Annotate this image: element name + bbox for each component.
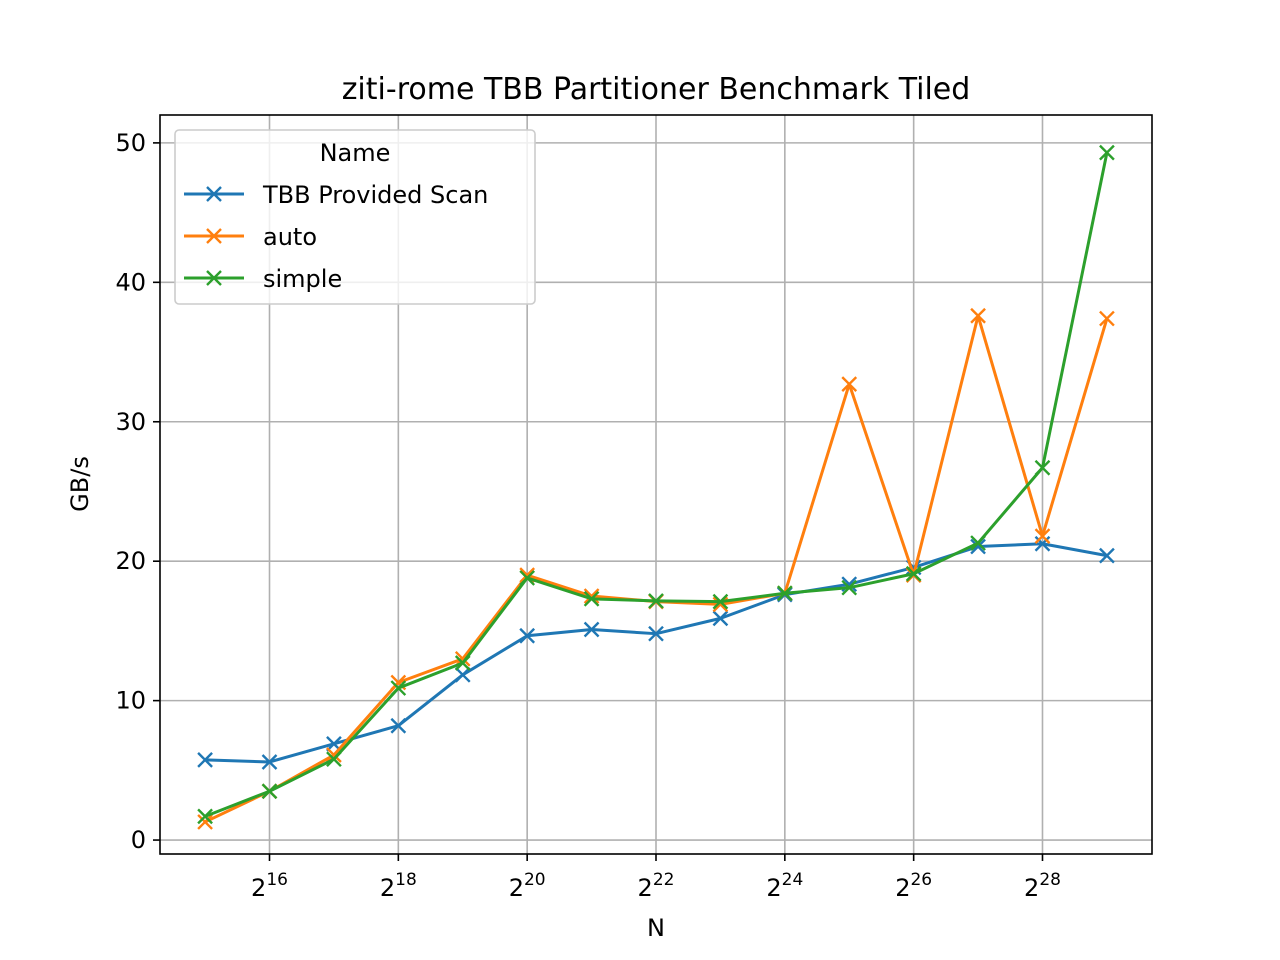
- data-point: [970, 535, 986, 551]
- legend-item: auto: [184, 223, 317, 251]
- x-tick-base: 2: [380, 874, 395, 902]
- x-tick-exponent: 22: [653, 870, 675, 890]
- data-point: [197, 808, 213, 825]
- x-tick-label: 224: [766, 870, 803, 902]
- y-tick-label: 0: [131, 826, 146, 854]
- data-point: [648, 593, 664, 609]
- x-tick-label: 220: [509, 870, 546, 902]
- legend-item: simple: [184, 265, 342, 293]
- data-point: [1034, 528, 1051, 544]
- y-tick-label: 50: [115, 129, 146, 157]
- data-point: [326, 751, 342, 768]
- data-point: [390, 717, 407, 734]
- x-tick-exponent: 20: [524, 870, 546, 890]
- data-point: [519, 627, 536, 644]
- x-tick-exponent: 24: [782, 870, 804, 890]
- legend-label: auto: [263, 223, 317, 251]
- data-point: [1099, 144, 1115, 161]
- legend-label: simple: [263, 265, 342, 293]
- data-point: [454, 655, 471, 671]
- data-point: [841, 579, 858, 596]
- x-tick-base: 2: [638, 874, 653, 902]
- data-point: [841, 376, 858, 392]
- series-simple: [197, 144, 1115, 825]
- x-tick-base: 2: [895, 874, 910, 902]
- legend-marker: [206, 228, 222, 244]
- x-axis-label: N: [647, 914, 665, 942]
- data-point: [326, 747, 342, 763]
- x-tick-base: 2: [251, 874, 266, 902]
- legend-box: [174, 129, 536, 305]
- data-point: [197, 814, 213, 830]
- legend-marker: [206, 270, 222, 286]
- x-tick-base: 2: [509, 874, 524, 902]
- x-tick-exponent: 26: [910, 870, 932, 890]
- data-point: [712, 610, 729, 627]
- y-tick-label: 10: [115, 687, 146, 715]
- data-point: [583, 621, 600, 638]
- data-point: [1034, 459, 1051, 476]
- y-tick-label: 20: [115, 547, 146, 575]
- data-point: [970, 538, 986, 555]
- data-point: [776, 585, 793, 602]
- data-point: [712, 593, 729, 610]
- data-point: [648, 625, 664, 642]
- legend-items: TBB Provided Scan auto simple: [184, 181, 488, 293]
- x-tick-exponent: 28: [1039, 870, 1061, 890]
- legend-item: TBB Provided Scan: [184, 181, 488, 209]
- legend-title: Name: [320, 139, 391, 167]
- x-tick-exponent: 16: [266, 870, 288, 890]
- x-tick-label: 226: [895, 870, 932, 902]
- series-layer: [197, 144, 1115, 830]
- data-point: [1099, 547, 1115, 564]
- x-tick-label: 216: [251, 870, 288, 902]
- x-tick-exponent: 18: [395, 870, 417, 890]
- x-tick-label: 218: [380, 870, 417, 902]
- y-tick-label: 40: [115, 268, 146, 296]
- data-point: [519, 570, 536, 586]
- data-point: [390, 680, 407, 696]
- x-tick-base: 2: [766, 874, 781, 902]
- x-tick-label: 222: [638, 870, 675, 902]
- legend: Name TBB Provided Scan auto simple: [174, 129, 536, 305]
- data-point: [197, 752, 213, 768]
- data-point: [1099, 310, 1115, 327]
- x-tick-label: 228: [1024, 870, 1061, 902]
- data-point: [970, 307, 986, 324]
- y-axis-label: GB/s: [66, 456, 94, 512]
- x-tick-base: 2: [1024, 874, 1039, 902]
- data-point: [583, 590, 600, 607]
- legend-marker: [206, 186, 222, 202]
- chart-title: ziti-rome TBB Partitioner Benchmark Tile…: [342, 72, 971, 107]
- data-point: [261, 783, 278, 800]
- data-point: [454, 666, 471, 683]
- y-tick-label: 30: [115, 408, 146, 436]
- data-point: [583, 588, 600, 604]
- legend-label: TBB Provided Scan: [262, 181, 488, 209]
- data-point: [261, 754, 278, 770]
- data-point: [905, 565, 922, 582]
